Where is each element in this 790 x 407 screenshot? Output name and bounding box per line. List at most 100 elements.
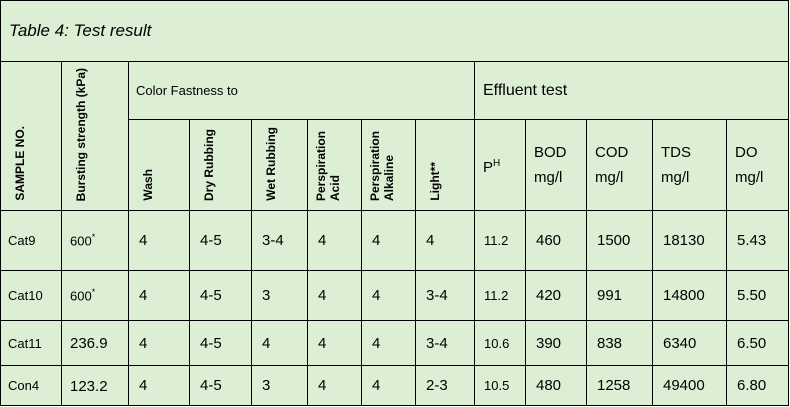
cell-sample: Cat11	[0, 320, 62, 366]
header-cod: COD mg/l	[586, 119, 653, 211]
header-do-line1: DO	[735, 144, 758, 161]
cell-dry-rubbing: 4-5	[189, 210, 252, 271]
cell-wash: 4	[128, 210, 190, 271]
cell-bod: 390	[525, 320, 587, 366]
header-tds: TDS mg/l	[652, 119, 727, 211]
header-perspiration-acid-label: Perspiration Acid	[314, 131, 342, 201]
header-cod-line2: mg/l	[595, 169, 624, 186]
cell-dry-rubbing: 4-5	[189, 320, 252, 366]
cell-bod: 420	[525, 270, 587, 321]
cell-bursting: 600*	[61, 270, 129, 321]
cell-light: 3-4	[415, 320, 475, 366]
header-perspiration-alkaline: Perspiration Alkaline	[361, 119, 416, 211]
cell-bod: 480	[525, 365, 587, 406]
cell-wet-rubbing: 3	[251, 365, 308, 406]
cell-perspiration-acid: 4	[307, 270, 362, 321]
cell-bursting-value: 123.2	[70, 377, 108, 395]
cell-wash: 4	[128, 320, 190, 366]
cell-cod: 838	[586, 320, 653, 366]
cell-bursting-mark: *	[91, 287, 96, 298]
cell-bursting: 236.9	[61, 320, 129, 366]
header-perspiration-alkaline-line2: Alkaline	[382, 154, 396, 201]
cell-bursting-value: 600	[70, 288, 92, 304]
cell-ph: 10.5	[474, 365, 526, 406]
cell-bursting-value: 236.9	[70, 335, 108, 352]
cell-bursting-mark: *	[91, 232, 96, 243]
header-color-fastness: Color Fastness to	[128, 61, 475, 120]
table-title: Table 4: Test result	[0, 0, 790, 62]
title-row: Table 4: Test result	[0, 0, 790, 62]
header-wash-label: Wash	[141, 169, 155, 201]
cell-sample: Con4	[0, 365, 62, 406]
cell-bod: 460	[525, 210, 587, 271]
cell-tds: 49400	[652, 365, 727, 406]
header-perspiration-alkaline-label: Perspiration Alkaline	[368, 131, 396, 201]
header-light-label: Light**	[428, 162, 442, 201]
header-bod: BOD mg/l	[525, 119, 587, 211]
header-do-line2: mg/l	[735, 169, 764, 186]
header-ph: PH	[474, 119, 526, 211]
header-perspiration-acid-line2: Acid	[328, 174, 342, 201]
cell-do: 6.50	[725, 320, 790, 366]
cell-cod: 1500	[586, 210, 653, 271]
header-effluent-test: Effluent test	[473, 61, 790, 120]
cell-wash: 4	[128, 270, 190, 321]
header-bod-line2: mg/l	[534, 169, 563, 186]
cell-ph: 11.2	[474, 270, 526, 321]
header-tds-line2: mg/l	[661, 169, 690, 186]
cell-light: 4	[415, 210, 475, 271]
cell-cod: 1258	[586, 365, 653, 406]
header-dry-rubbing-label: Dry Rubbing	[202, 129, 216, 201]
header-sample-no: SAMPLE NO.	[0, 61, 62, 211]
cell-perspiration-acid: 4	[307, 320, 362, 366]
cell-tds: 6340	[652, 320, 727, 366]
header-row-2: Wash Dry Rubbing Wet Rubbing Perspiratio…	[1, 119, 790, 211]
cell-dry-rubbing: 4-5	[189, 270, 252, 321]
cell-bursting-value: 600	[70, 233, 92, 249]
table-row: Cat11 236.9 4 4-5 4 4 4 3-4 10.6 390 838…	[0, 320, 790, 366]
header-sample-no-label: SAMPLE NO.	[13, 126, 27, 201]
header-bod-line1: BOD	[534, 144, 567, 161]
table-row: Cat9 600* 4 4-5 3-4 4 4 4 11.2 460 1500 …	[0, 210, 790, 271]
header-ph-sup: H	[493, 157, 501, 169]
cell-light: 3-4	[415, 270, 475, 321]
header-bursting-strength-label: Bursting strength (kPa)	[74, 67, 88, 201]
cell-wet-rubbing: 3-4	[251, 210, 308, 271]
header-do: DO mg/l	[725, 119, 790, 211]
cell-do: 6.80	[725, 365, 790, 406]
cell-wet-rubbing: 4	[251, 320, 308, 366]
cell-perspiration-alkaline: 4	[361, 210, 416, 271]
cell-ph: 11.2	[474, 210, 526, 271]
cell-wet-rubbing: 3	[251, 270, 308, 321]
header-cod-line1: COD	[595, 144, 629, 161]
header-tds-line1: TDS	[661, 144, 691, 161]
cell-bursting: 123.2	[61, 365, 129, 406]
cell-sample: Cat9	[0, 210, 62, 271]
header-wet-rubbing-label: Wet Rubbing	[264, 127, 278, 201]
header-perspiration-acid: Perspiration Acid	[307, 119, 362, 211]
cell-ph: 10.6	[474, 320, 526, 366]
cell-perspiration-acid: 4	[307, 210, 362, 271]
cell-perspiration-acid: 4	[307, 365, 362, 406]
cell-tds: 14800	[652, 270, 727, 321]
cell-perspiration-alkaline: 4	[361, 270, 416, 321]
cell-wash: 4	[128, 365, 190, 406]
cell-bursting: 600*	[61, 210, 129, 271]
header-dry-rubbing: Dry Rubbing	[189, 119, 252, 211]
header-ph-base: P	[483, 158, 494, 176]
table-row: Con4 123.2 4 4-5 3 4 4 2-3 10.5 480 1258…	[0, 365, 790, 406]
cell-perspiration-alkaline: 4	[361, 320, 416, 366]
header-perspiration-alkaline-line1: Perspiration	[368, 130, 382, 201]
header-wash: Wash	[128, 119, 190, 211]
cell-sample: Cat10	[0, 270, 62, 321]
cell-dry-rubbing: 4-5	[189, 365, 252, 406]
cell-do: 5.50	[725, 270, 790, 321]
cell-light: 2-3	[415, 365, 475, 406]
header-wet-rubbing: Wet Rubbing	[251, 119, 308, 211]
header-light: Light**	[415, 119, 475, 211]
cell-tds: 18130	[652, 210, 727, 271]
header-bursting-strength: Bursting strength (kPa)	[61, 61, 129, 211]
table-row: Cat10 600* 4 4-5 3 4 4 3-4 11.2 420 991 …	[0, 270, 790, 321]
